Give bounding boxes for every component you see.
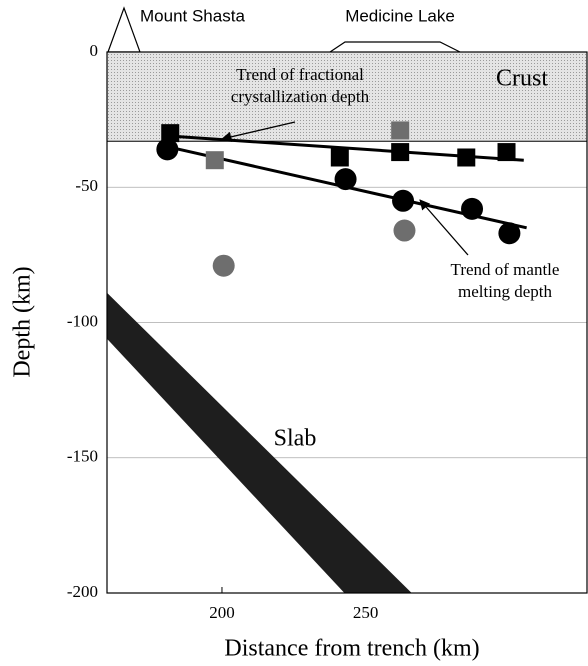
- data-point: [391, 121, 409, 139]
- data-point: [206, 151, 224, 169]
- x-tick-label: 250: [353, 603, 379, 622]
- data-point: [213, 255, 235, 277]
- y-tick-label: -100: [67, 311, 98, 330]
- slab: [107, 293, 412, 593]
- annotation: crystallization depth: [231, 87, 370, 106]
- data-point: [498, 143, 516, 161]
- annotation: Trend of mantle: [451, 260, 560, 279]
- volcano-label: Medicine Lake: [345, 6, 455, 25]
- y-tick-label: 0: [90, 41, 99, 60]
- data-point: [393, 220, 415, 242]
- plot-area: Crust 0 -50 -100 -150 -200 200 250 Slab Trend of …: [67, 41, 587, 622]
- data-point: [461, 198, 483, 220]
- x-axis-title: Distance from trench (km): [224, 636, 479, 662]
- slab-label: Slab: [274, 426, 317, 452]
- y-tick-label: -200: [67, 582, 98, 601]
- y-tick-label: -150: [67, 447, 98, 466]
- data-point: [391, 143, 409, 161]
- volcano-label: Mount Shasta: [140, 6, 245, 25]
- crust-label: Crust: [496, 66, 548, 92]
- chart: Mount Shasta Medicine Lake Distance from…: [0, 0, 588, 666]
- page: Mount Shasta Medicine Lake Distance from…: [0, 0, 588, 666]
- data-point: [161, 124, 179, 142]
- annotation: Trend of fractional: [236, 65, 364, 84]
- y-axis-title: Depth (km): [10, 266, 36, 377]
- annotation: melting depth: [458, 282, 552, 301]
- y-tick-label: -50: [75, 176, 98, 195]
- data-point: [457, 148, 475, 166]
- volcano-shape: [330, 42, 460, 52]
- data-point: [331, 148, 349, 166]
- volcano-shape: [108, 8, 140, 52]
- data-point: [498, 222, 520, 244]
- data-point: [392, 190, 414, 212]
- data-point: [335, 168, 357, 190]
- x-tick-label: 200: [209, 603, 235, 622]
